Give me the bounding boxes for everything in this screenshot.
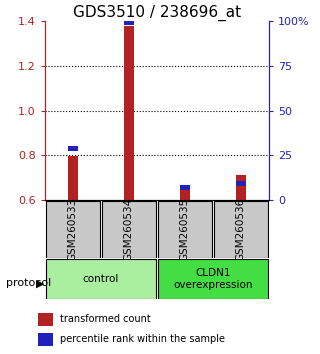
Text: ▶: ▶ [36,278,44,288]
FancyBboxPatch shape [214,201,268,258]
Text: control: control [83,274,119,284]
Bar [236,181,246,186]
Text: GSM260535: GSM260535 [180,198,190,261]
Bar [236,176,246,200]
Text: percentile rank within the sample: percentile rank within the sample [60,334,225,344]
FancyBboxPatch shape [102,201,156,258]
Bar [124,26,134,200]
Bar [68,156,78,200]
Text: CLDN1
overexpression: CLDN1 overexpression [173,268,252,290]
FancyBboxPatch shape [158,201,212,258]
Bar [180,184,190,189]
FancyBboxPatch shape [46,201,100,258]
Text: protocol: protocol [6,278,52,288]
Bar [38,333,53,346]
Title: GDS3510 / 238696_at: GDS3510 / 238696_at [73,5,241,21]
Text: GSM260534: GSM260534 [124,198,134,261]
Bar [68,146,78,150]
Text: GSM260533: GSM260533 [68,198,78,261]
Bar [180,189,190,200]
FancyBboxPatch shape [46,259,156,299]
Bar [38,313,53,326]
Bar [124,20,134,25]
Text: transformed count: transformed count [60,314,151,324]
FancyBboxPatch shape [158,259,268,299]
Text: GSM260536: GSM260536 [236,198,246,261]
